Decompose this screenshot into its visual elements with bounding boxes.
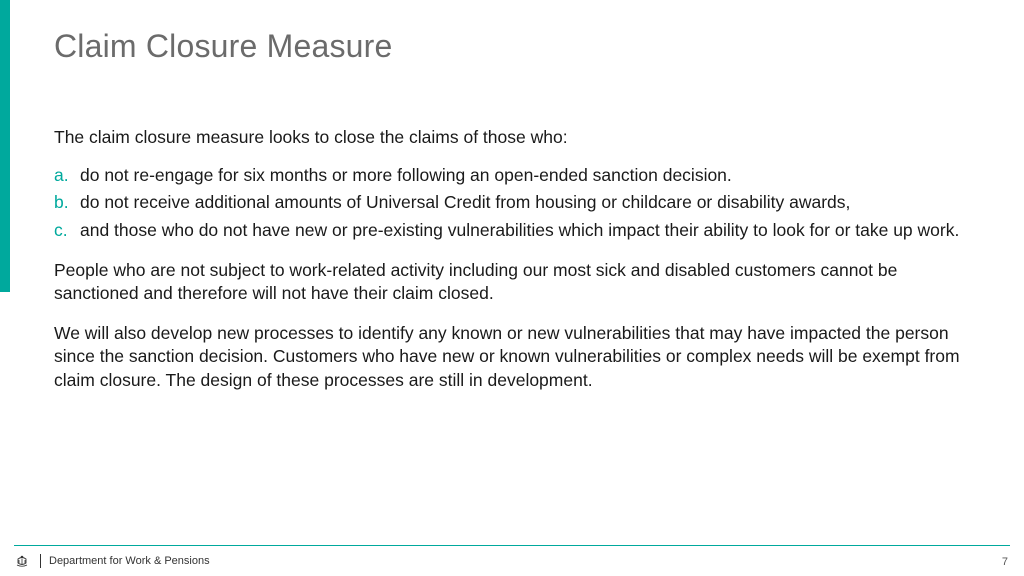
intro-text: The claim closure measure looks to close… xyxy=(54,126,974,150)
page-title: Claim Closure Measure xyxy=(54,28,393,65)
list-item: b. do not receive additional amounts of … xyxy=(54,191,974,215)
criteria-list: a. do not re-engage for six months or mo… xyxy=(54,164,974,243)
footer: Department for Work & Pensions xyxy=(14,554,210,568)
crest-icon xyxy=(14,554,30,568)
footer-rule xyxy=(14,545,1010,546)
list-marker: b. xyxy=(54,191,76,215)
footer-divider xyxy=(40,554,41,568)
list-item: a. do not re-engage for six months or mo… xyxy=(54,164,974,188)
list-marker: a. xyxy=(54,164,76,188)
list-text: do not receive additional amounts of Uni… xyxy=(80,192,850,212)
department-name: Department for Work & Pensions xyxy=(49,555,210,567)
paragraph-2: We will also develop new processes to id… xyxy=(54,322,974,393)
page-number: 7 xyxy=(1002,556,1008,568)
content-area: The claim closure measure looks to close… xyxy=(54,126,974,409)
list-text: do not re-engage for six months or more … xyxy=(80,165,732,185)
slide: Claim Closure Measure The claim closure … xyxy=(0,0,1024,576)
accent-bar xyxy=(0,0,10,292)
list-item: c. and those who do not have new or pre-… xyxy=(54,219,974,243)
list-marker: c. xyxy=(54,219,76,243)
list-text: and those who do not have new or pre-exi… xyxy=(80,220,959,240)
paragraph-1: People who are not subject to work-relat… xyxy=(54,259,974,306)
